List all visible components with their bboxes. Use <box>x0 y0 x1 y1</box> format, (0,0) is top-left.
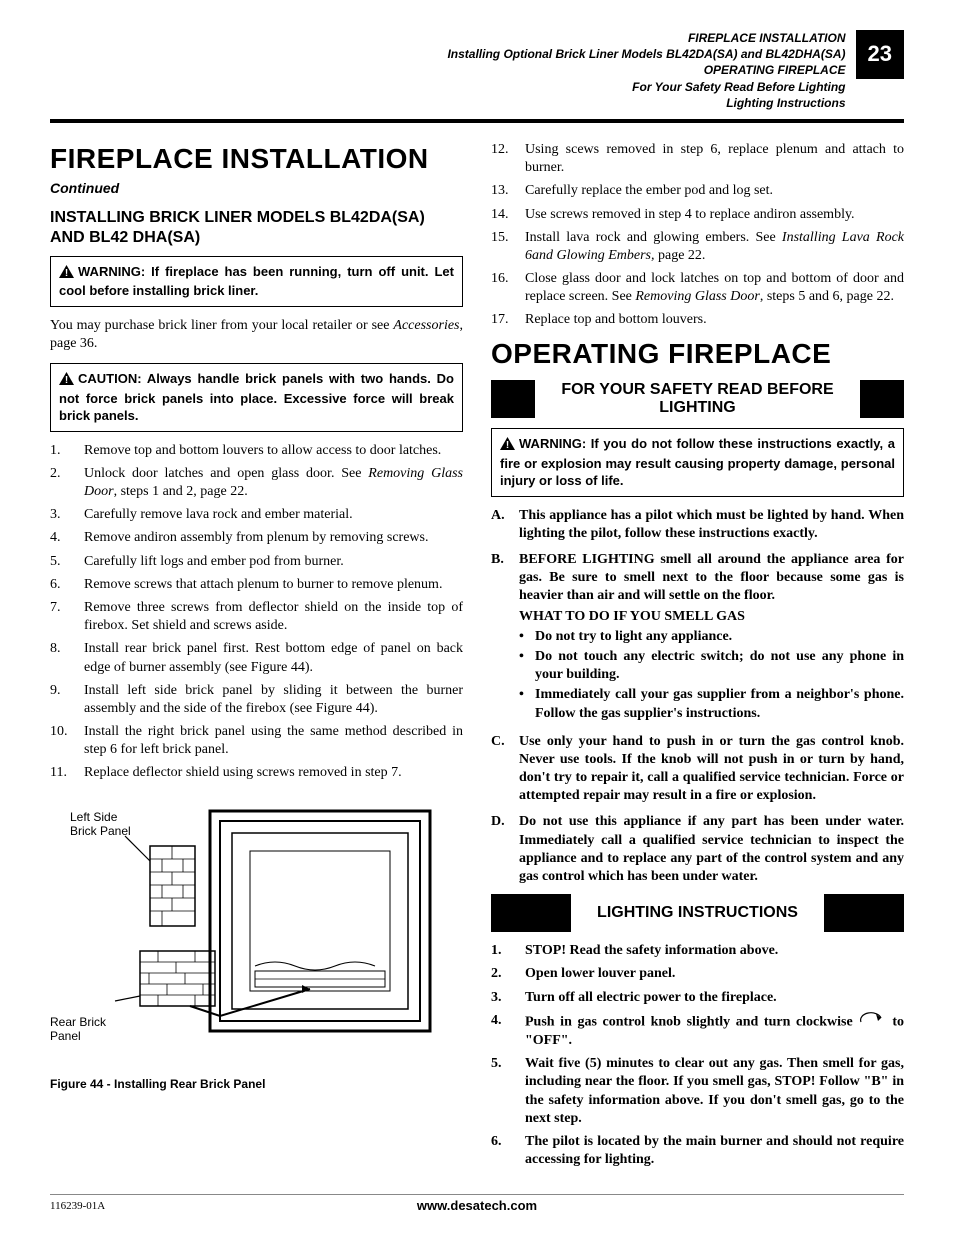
intro-paragraph: You may purchase brick liner from your l… <box>50 317 463 353</box>
header-line: For Your Safety Read Before Lighting <box>447 79 845 95</box>
warning-text: WARNING: If you do not follow these inst… <box>500 436 895 488</box>
safety-alpha-list: This appliance has a pilot which must be… <box>491 507 904 887</box>
svg-text:!: ! <box>65 375 68 385</box>
figure-44: Left Side Brick Panel Rear Brick Panel F… <box>50 801 463 1093</box>
page-header: FIREPLACE INSTALLATION Installing Option… <box>50 30 904 111</box>
list-item: Wait five (5) minutes to clear out any g… <box>491 1055 904 1128</box>
list-item: Immediately call your gas supplier from … <box>519 686 904 722</box>
fig-label-rear-1: Rear Brick <box>50 1015 107 1029</box>
banner-bar-right <box>860 380 904 418</box>
list-item: Install lava rock and glowing embers. Se… <box>491 229 904 265</box>
header-line: Installing Optional Brick Liner Models B… <box>447 46 845 62</box>
list-item: Install rear brick panel first. Rest bot… <box>50 640 463 676</box>
list-item: Remove screws that attach plenum to burn… <box>50 576 463 594</box>
warning-text: WARNING: If fireplace has been running, … <box>59 264 454 299</box>
list-item: Carefully remove lava rock and ember mat… <box>50 506 463 524</box>
warning-icon: ! <box>59 265 74 283</box>
list-item: Remove three screws from deflector shiel… <box>50 599 463 635</box>
list-item: Using scews removed in step 6, replace p… <box>491 141 904 177</box>
warning-icon: ! <box>500 437 515 455</box>
svg-text:!: ! <box>506 440 509 450</box>
list-item: Do not use this appliance if any part ha… <box>491 813 904 886</box>
list-item: Install left side brick panel by sliding… <box>50 682 463 718</box>
list-item: Open lower louver panel. <box>491 965 904 983</box>
subsection-title: INSTALLING BRICK LINER MODELS BL42DA(SA)… <box>50 208 463 248</box>
list-item: Replace top and bottom louvers. <box>491 311 904 329</box>
header-line: OPERATING FIREPLACE <box>447 62 845 78</box>
page-number-badge: 23 <box>856 30 904 79</box>
banner-title: LIGHTING INSTRUCTIONS <box>571 904 824 922</box>
content-columns: FIREPLACE INSTALLATION Continued INSTALL… <box>50 141 904 1174</box>
warning-icon: ! <box>59 372 74 390</box>
doc-id: 116239-01A <box>50 1199 105 1213</box>
list-item: Do not try to light any appliance. <box>519 628 904 646</box>
list-item: Install the right brick panel using the … <box>50 723 463 759</box>
figure-illustration: Left Side Brick Panel Rear Brick Panel <box>50 801 450 1061</box>
section-title: FIREPLACE INSTALLATION <box>50 141 463 177</box>
list-item: Carefully lift logs and ember pod from b… <box>50 553 463 571</box>
header-line: FIREPLACE INSTALLATION <box>447 30 845 46</box>
continued-label: Continued <box>50 179 463 197</box>
smell-gas-heading: WHAT TO DO IF YOU SMELL GAS <box>519 608 904 626</box>
section-title-operating: OPERATING FIREPLACE <box>491 336 904 372</box>
list-item: Use only your hand to push in or turn th… <box>491 733 904 806</box>
clockwise-arrow-icon <box>857 1012 887 1032</box>
banner-bar-left <box>491 380 535 418</box>
warning-box-2: ! WARNING: If you do not follow these in… <box>491 428 904 497</box>
header-rule <box>50 119 904 123</box>
fig-label-rear-2: Panel <box>50 1029 81 1043</box>
list-item: Replace deflector shield using screws re… <box>50 764 463 782</box>
header-line: Lighting Instructions <box>447 95 845 111</box>
list-item: Close glass door and lock latches on top… <box>491 270 904 306</box>
right-column: Using scews removed in step 6, replace p… <box>491 141 904 1174</box>
warning-box: ! WARNING: If fireplace has been running… <box>50 256 463 307</box>
list-item: Remove andiron assembly from plenum by r… <box>50 529 463 547</box>
safety-banner: FOR YOUR SAFETY READ BEFORE LIGHTING <box>491 380 904 418</box>
list-item: Use screws removed in step 4 to replace … <box>491 206 904 224</box>
smell-gas-bullets: Do not try to light any appliance. Do no… <box>519 628 904 723</box>
svg-text:!: ! <box>65 268 68 278</box>
list-item: Remove top and bottom louvers to allow a… <box>50 442 463 460</box>
banner-bar-left <box>491 894 571 932</box>
figure-caption: Figure 44 - Installing Rear Brick Panel <box>50 1077 463 1093</box>
fig-label-left-2: Brick Panel <box>70 824 131 838</box>
caution-text: CAUTION: Always handle brick panels with… <box>59 371 454 423</box>
fig-label-left-1: Left Side <box>70 810 118 824</box>
header-breadcrumbs: FIREPLACE INSTALLATION Installing Option… <box>447 30 845 111</box>
list-item: Unlock door latches and open glass door.… <box>50 465 463 501</box>
install-steps-continued: Using scews removed in step 6, replace p… <box>491 141 904 330</box>
list-item: Turn off all electric power to the firep… <box>491 989 904 1007</box>
banner-bar-right <box>824 894 904 932</box>
banner-title: FOR YOUR SAFETY READ BEFORE LIGHTING <box>535 381 860 418</box>
list-item: Do not touch any electric switch; do not… <box>519 648 904 684</box>
caution-box: ! CAUTION: Always handle brick panels wi… <box>50 363 463 432</box>
list-item: STOP! Read the safety information above. <box>491 942 904 960</box>
footer-url: www.desatech.com <box>417 1198 537 1215</box>
lighting-banner: LIGHTING INSTRUCTIONS <box>491 894 904 932</box>
page-footer: 116239-01A www.desatech.com <box>50 1194 904 1213</box>
list-item: This appliance has a pilot which must be… <box>491 507 904 543</box>
list-item: Carefully replace the ember pod and log … <box>491 182 904 200</box>
install-steps-list: Remove top and bottom louvers to allow a… <box>50 442 463 783</box>
list-item: Push in gas control knob slightly and tu… <box>491 1012 904 1050</box>
left-column: FIREPLACE INSTALLATION Continued INSTALL… <box>50 141 463 1174</box>
list-item: The pilot is located by the main burner … <box>491 1133 904 1169</box>
list-item: BEFORE LIGHTING smell all around the app… <box>491 551 904 725</box>
lighting-steps-list: STOP! Read the safety information above.… <box>491 942 904 1169</box>
